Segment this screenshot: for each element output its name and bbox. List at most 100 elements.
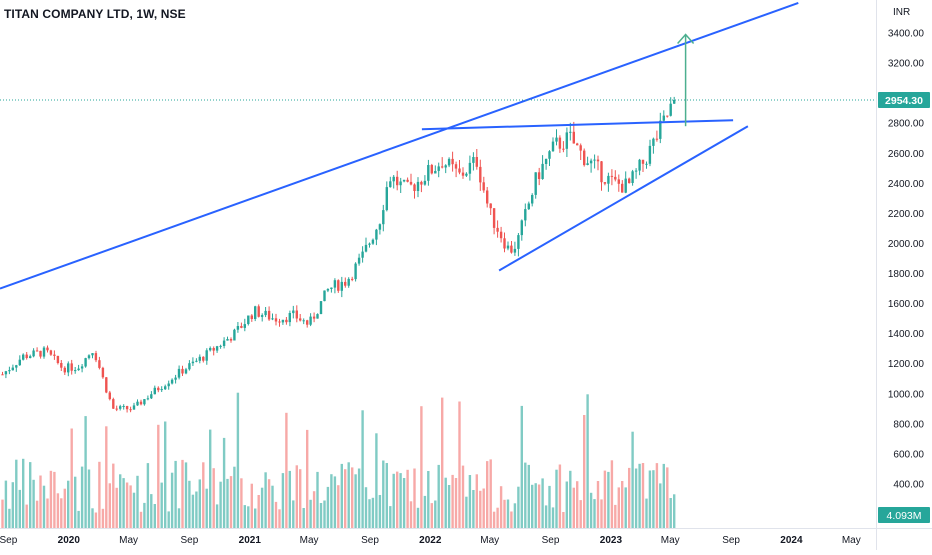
candle-body bbox=[638, 159, 641, 171]
candle-body bbox=[430, 165, 433, 174]
x-tick-label: 2022 bbox=[419, 535, 442, 546]
candle-body bbox=[458, 168, 461, 173]
volume-bar bbox=[42, 485, 46, 528]
x-tick-label: May bbox=[842, 535, 861, 546]
y-tick-label: 2800.00 bbox=[888, 119, 925, 130]
volume-bar bbox=[624, 487, 627, 528]
candle-body bbox=[77, 368, 80, 371]
volume-bar bbox=[264, 472, 267, 528]
y-tick-label: 800.00 bbox=[893, 419, 924, 430]
volume-bar bbox=[101, 508, 105, 528]
candle-body bbox=[378, 224, 382, 230]
candle-body bbox=[84, 358, 87, 367]
volume-bar bbox=[413, 468, 416, 528]
candle-body bbox=[673, 100, 676, 104]
candle-body bbox=[385, 187, 388, 211]
candle-body bbox=[576, 143, 579, 146]
volume-bar bbox=[662, 463, 665, 528]
volume-bar bbox=[506, 499, 510, 528]
volume-bar bbox=[617, 487, 620, 528]
y-tick-label: 1600.00 bbox=[888, 299, 925, 310]
candle-body bbox=[184, 369, 188, 374]
volume-bar bbox=[669, 498, 672, 528]
x-tick-label: May bbox=[661, 535, 680, 546]
candle-body bbox=[150, 394, 153, 399]
volume-bar bbox=[596, 481, 600, 528]
candle-body bbox=[53, 354, 56, 356]
volume-bar bbox=[160, 482, 163, 528]
y-tick-label: 1000.00 bbox=[888, 389, 925, 400]
volume-bar bbox=[423, 495, 427, 528]
volume-bar bbox=[226, 478, 229, 528]
candle-body bbox=[558, 137, 562, 149]
volume-bar bbox=[375, 433, 378, 528]
candle-body bbox=[215, 346, 219, 351]
volume-bar bbox=[319, 503, 323, 528]
volume-bar bbox=[378, 495, 382, 528]
candle-body bbox=[603, 182, 607, 184]
volume-bar bbox=[589, 492, 593, 528]
volume-bar bbox=[198, 479, 201, 528]
candle-body bbox=[354, 263, 357, 280]
volume-bar bbox=[108, 483, 111, 528]
volume-bar bbox=[164, 421, 167, 528]
candle-body bbox=[271, 318, 274, 320]
volume-bar bbox=[544, 505, 548, 528]
candle-body bbox=[49, 350, 53, 355]
volume-bar bbox=[153, 504, 156, 528]
volume-bar bbox=[22, 458, 25, 528]
volume-bar bbox=[513, 503, 517, 528]
volume-bar bbox=[520, 405, 523, 528]
candle-body bbox=[240, 326, 243, 328]
volume-bar bbox=[240, 478, 243, 528]
candle-body bbox=[648, 145, 652, 164]
volume-bar bbox=[254, 508, 257, 528]
candle-body bbox=[35, 350, 39, 352]
currency-label: INR bbox=[893, 7, 910, 18]
volume-bar bbox=[167, 511, 170, 528]
candle-body bbox=[413, 184, 416, 191]
candle-body bbox=[115, 408, 118, 410]
candle-body bbox=[531, 195, 534, 204]
candle-body bbox=[444, 165, 447, 168]
volume-bar bbox=[56, 493, 60, 528]
candle-body bbox=[621, 183, 624, 193]
candle-body bbox=[205, 350, 208, 361]
volume-bar bbox=[143, 502, 146, 528]
volume-bar bbox=[1, 499, 4, 528]
volume-bar bbox=[195, 491, 198, 528]
candle-body bbox=[572, 131, 575, 144]
volume-bar bbox=[184, 462, 188, 528]
candle-body bbox=[513, 248, 517, 253]
candle-body bbox=[250, 315, 253, 319]
candle-body bbox=[614, 176, 617, 180]
candle-body bbox=[260, 315, 264, 317]
volume-bar bbox=[247, 506, 250, 528]
candle-body bbox=[229, 339, 233, 341]
volume-bar bbox=[541, 478, 544, 528]
candle-body bbox=[520, 220, 523, 236]
candle-body bbox=[666, 115, 669, 117]
volume-bar bbox=[229, 476, 233, 528]
candle-body bbox=[22, 354, 25, 360]
volume-bar bbox=[299, 469, 302, 528]
volume-bar bbox=[295, 465, 298, 528]
candle-body bbox=[499, 231, 503, 239]
candle-body bbox=[226, 339, 229, 341]
volume-bar bbox=[8, 508, 11, 528]
candle-body bbox=[326, 289, 330, 291]
candle-body bbox=[98, 360, 101, 368]
candle-body bbox=[209, 348, 212, 351]
volume-bar bbox=[486, 461, 489, 528]
candle-body bbox=[641, 159, 645, 164]
y-tick-label: 3400.00 bbox=[888, 29, 925, 40]
candle-body bbox=[451, 158, 454, 165]
candle-body bbox=[544, 158, 548, 164]
volume-bar bbox=[330, 474, 333, 528]
volume-bar bbox=[139, 511, 143, 528]
volume-bar bbox=[492, 511, 496, 528]
candle-body bbox=[375, 229, 378, 240]
volume-bar bbox=[458, 401, 461, 528]
